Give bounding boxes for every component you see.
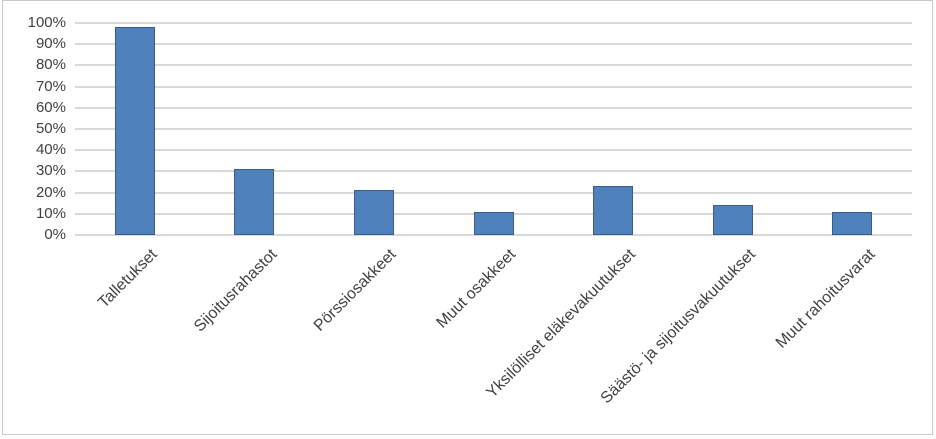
y-tick-label-40: 40% [35, 141, 66, 159]
y-tick-label-30: 30% [35, 162, 66, 180]
x-label-slot-1: Sijoitusrahastot [191, 236, 315, 436]
bar-5 [712, 205, 753, 235]
bar-slot-5 [673, 23, 793, 235]
gridline-100 [75, 22, 912, 24]
y-tick-label-100: 100% [27, 14, 66, 31]
bar-slot-6 [792, 23, 912, 235]
bar-3 [473, 211, 514, 235]
y-tick-label-50: 50% [35, 120, 66, 137]
gridline-90 [75, 43, 912, 46]
bar-2 [353, 190, 394, 235]
y-tick-label-20: 20% [35, 183, 66, 201]
y-tick-label-80: 80% [35, 56, 66, 74]
plot-area [75, 22, 912, 236]
y-tick-label-90: 90% [35, 35, 66, 53]
x-axis: Talletukset Sijoitusrahastot Pörssiosakkee… [75, 236, 912, 436]
bar-4 [593, 186, 634, 235]
x-label-slot-2: Pörssiosakkeet [311, 236, 434, 436]
gridline-70 [75, 85, 912, 88]
bar-slot-2 [314, 23, 434, 235]
gridline-20 [75, 191, 912, 194]
y-axis: 0% 10% 20% 30% 40% 50% 60% 70% 80% 90% 100% [0, 14, 66, 243]
y-tick-label-0: 0% [44, 226, 66, 243]
bar-1 [234, 169, 275, 235]
x-tick-label-0: Talletukset [95, 246, 161, 312]
gridline-40 [75, 149, 912, 152]
bar-slot-4 [553, 23, 673, 235]
x-label-slot-6: Muut rahoitusvarat [773, 236, 912, 436]
gridline-80 [75, 64, 912, 67]
gridline-0 [75, 234, 912, 236]
x-tick-label-2: Pörssiosakkeet [311, 246, 400, 335]
y-tick-label-60: 60% [35, 98, 66, 116]
bar-slot-1 [195, 23, 315, 235]
y-tick-label-70: 70% [35, 77, 66, 95]
y-tick-label-10: 10% [35, 204, 66, 222]
gridline-60 [75, 106, 912, 109]
bar-0 [114, 27, 155, 235]
x-tick-label-1: Sijoitusrahastot [191, 246, 281, 336]
bar-slot-3 [434, 23, 554, 235]
x-label-slot-0: Talletukset [75, 236, 195, 436]
bar-slot-0 [75, 23, 195, 235]
bars-row [75, 23, 912, 235]
gridline-30 [75, 170, 912, 173]
gridline-50 [75, 128, 912, 130]
bar-6 [832, 211, 873, 235]
x-tick-label-3: Muut osakkeet [433, 246, 520, 332]
